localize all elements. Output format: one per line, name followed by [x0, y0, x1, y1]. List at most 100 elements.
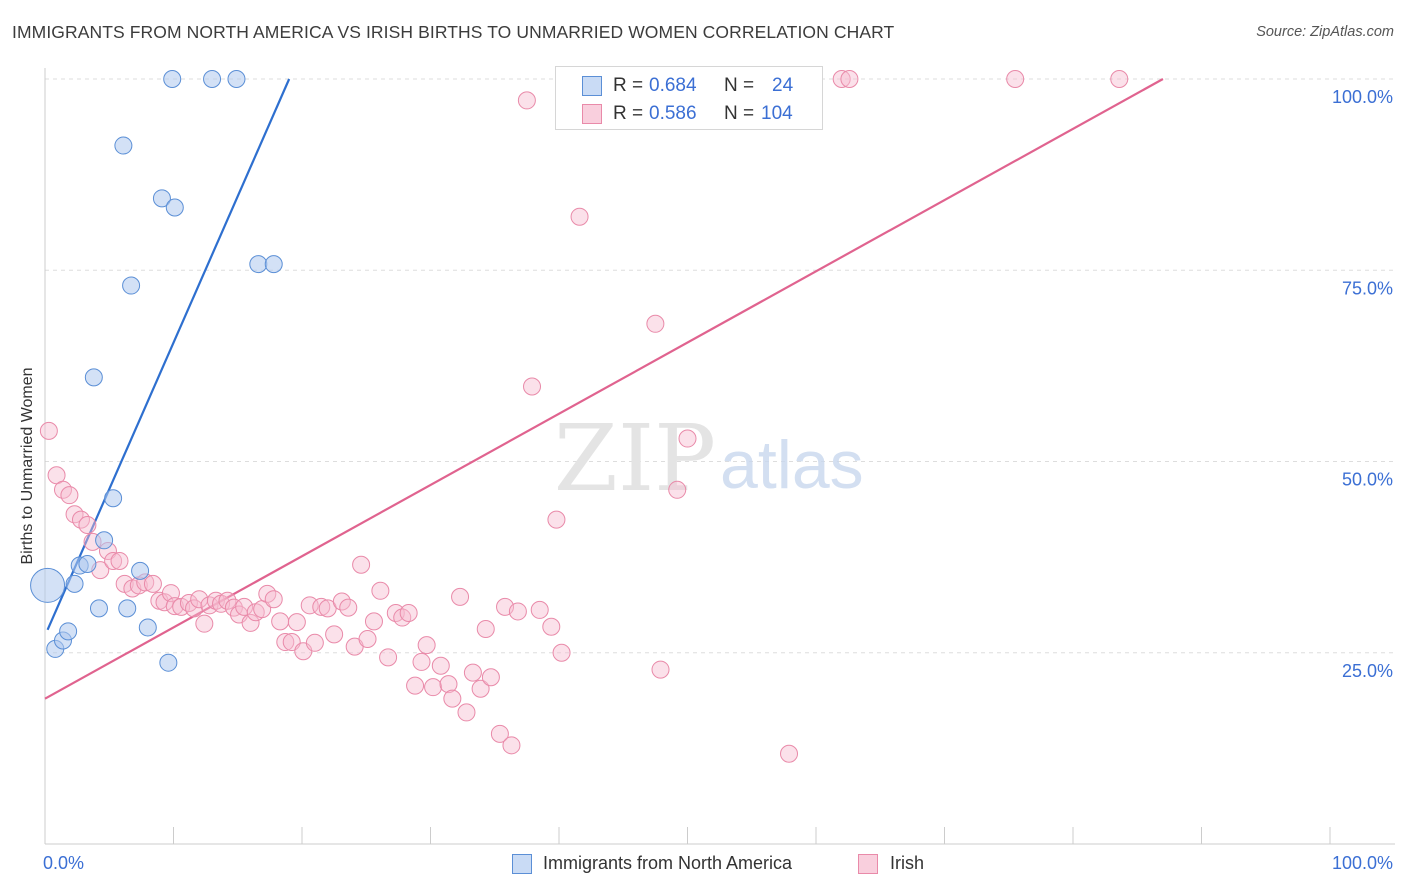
irish-point: [424, 678, 443, 697]
source-label: Source: ZipAtlas.com: [1256, 24, 1394, 40]
irish-point: [60, 486, 79, 505]
pink-swatch: [582, 104, 602, 124]
irish-point: [530, 600, 549, 619]
irish-point: [235, 597, 254, 616]
irish-point: [312, 597, 331, 616]
chart-title: IMMIGRANTS FROM NORTH AMERICA VS IRISH B…: [12, 22, 895, 42]
y-tick-label: 25.0%: [1342, 661, 1393, 681]
irish-trend-line: [44, 78, 1164, 700]
irish-point: [457, 703, 476, 722]
irish-point: [780, 744, 799, 763]
immigrants-point: [114, 136, 133, 155]
y-tick-label: 100.0%: [1332, 87, 1393, 107]
irish-point: [471, 679, 490, 698]
immigrants-point: [227, 70, 246, 88]
irish-point: [195, 614, 214, 633]
irish-point: [39, 421, 58, 440]
irish-point: [439, 675, 458, 694]
irish-point: [364, 612, 383, 631]
n-label: N =: [724, 75, 755, 96]
irish-point: [1006, 70, 1025, 88]
immigrants-point: [89, 599, 108, 618]
immigrants-point: [59, 622, 78, 641]
irish-point: [570, 207, 589, 226]
stats-legend: R = 0.684 N = 24 R = 0.586 N = 104: [555, 66, 823, 130]
y-tick-label: 75.0%: [1342, 278, 1393, 298]
irish-point: [358, 629, 377, 648]
irish-point: [463, 663, 482, 682]
blue-swatch: [512, 854, 532, 874]
irish-point: [832, 70, 851, 88]
immigrants-point: [78, 555, 97, 574]
immigrants-point: [264, 255, 283, 274]
irish-point: [406, 676, 425, 695]
x-tick-label: 100.0%: [1332, 853, 1393, 873]
irish-point: [668, 480, 687, 499]
irish-point: [78, 515, 97, 534]
n-label: N =: [724, 103, 755, 124]
immigrants-point: [131, 561, 150, 580]
immigrants-point: [122, 276, 141, 295]
tick-labels: 25.0% 50.0% 75.0% 100.0% 0.0% 100.0%: [43, 87, 1393, 873]
grid-lines: [45, 78, 1395, 654]
irish-point: [481, 668, 500, 687]
r-label: R =: [613, 103, 644, 124]
irish-point: [155, 593, 174, 612]
irish-point: [646, 314, 665, 333]
immigrants-point: [84, 368, 103, 387]
irish-point: [339, 598, 358, 617]
immigrants-point: [138, 618, 157, 637]
immigrants-point: [104, 489, 123, 508]
irish-point: [143, 574, 162, 593]
irish-point: [490, 724, 509, 743]
irish-point: [840, 70, 859, 88]
irish-point: [104, 551, 123, 570]
stats-row-immigrants: R = 0.684 N = 24: [556, 72, 822, 100]
immigrants-point: [203, 70, 222, 88]
irish-point: [179, 594, 198, 613]
irish-point: [165, 597, 184, 616]
immigrants-point: [118, 599, 137, 618]
irish-point: [264, 590, 283, 609]
irish-point: [412, 652, 431, 671]
irish-point: [379, 648, 398, 667]
y-axis-label: Births to Unmarried Women: [19, 367, 36, 565]
immigrants-points: [30, 70, 283, 672]
watermark-atlas: atlas: [720, 427, 864, 503]
irish-point: [542, 617, 561, 636]
irish-point: [305, 633, 324, 652]
watermark: ZIP atlas: [554, 405, 864, 512]
irish-point: [451, 587, 470, 606]
r-label: R =: [613, 75, 644, 96]
irish-point: [386, 603, 405, 622]
blue-swatch: [582, 76, 602, 96]
immigrants-point: [65, 574, 84, 593]
y-tick-label: 50.0%: [1342, 470, 1393, 490]
irish-point: [651, 660, 670, 679]
r-value: 0.684: [649, 75, 697, 96]
irish-point: [552, 643, 571, 662]
irish-point: [547, 510, 566, 529]
irish-point: [352, 555, 371, 574]
irish-point: [517, 91, 536, 110]
watermark-zip: ZIP: [554, 405, 716, 512]
irish-point: [502, 736, 521, 755]
n-value: 104: [761, 103, 793, 124]
irish-point: [287, 613, 306, 632]
legend-label: Irish: [890, 853, 925, 873]
irish-point: [110, 551, 129, 570]
irish-point: [271, 612, 290, 631]
irish-point: [417, 636, 436, 655]
trend-lines: [44, 78, 1164, 700]
x-tick-label: 0.0%: [43, 853, 84, 873]
immigrants-point: [249, 255, 268, 274]
irish-point: [1110, 70, 1129, 88]
irish-point: [523, 377, 542, 396]
irish-point: [443, 689, 462, 708]
immigrants-trend-line: [46, 78, 291, 631]
immigrants-point: [163, 70, 182, 88]
irish-point: [399, 603, 418, 622]
irish-point: [218, 591, 237, 610]
immigrants-point: [30, 567, 66, 603]
irish-point: [300, 596, 319, 615]
